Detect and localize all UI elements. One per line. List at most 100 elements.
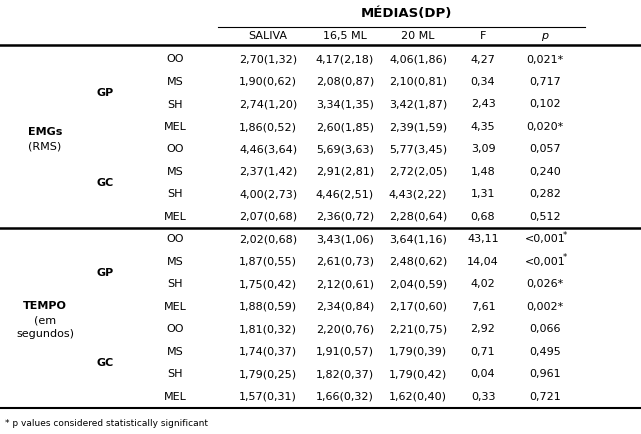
Text: 7,61: 7,61 (470, 301, 495, 311)
Text: 0,71: 0,71 (470, 346, 495, 356)
Text: 0,34: 0,34 (470, 77, 495, 87)
Text: 2,70(1,32): 2,70(1,32) (239, 54, 297, 64)
Text: MS: MS (167, 77, 183, 87)
Text: 1,81(0,32): 1,81(0,32) (239, 324, 297, 334)
Text: 4,43(2,22): 4,43(2,22) (389, 189, 447, 199)
Text: 4,02: 4,02 (470, 279, 495, 289)
Text: 0,026*: 0,026* (526, 279, 563, 289)
Text: 1,66(0,32): 1,66(0,32) (316, 391, 374, 401)
Text: 1,79(0,42): 1,79(0,42) (389, 368, 447, 378)
Text: 3,09: 3,09 (470, 144, 495, 154)
Text: SH: SH (167, 279, 183, 289)
Text: 5,69(3,63): 5,69(3,63) (316, 144, 374, 154)
Text: 2,10(0,81): 2,10(0,81) (389, 77, 447, 87)
Text: 3,43(1,06): 3,43(1,06) (316, 234, 374, 244)
Text: 0,04: 0,04 (470, 368, 495, 378)
Text: *: * (563, 230, 567, 240)
Text: 4,35: 4,35 (470, 122, 495, 132)
Text: 1,57(0,31): 1,57(0,31) (239, 391, 297, 401)
Text: EMGs: EMGs (28, 127, 62, 137)
Text: 2,28(0,64): 2,28(0,64) (389, 211, 447, 221)
Text: 1,90(0,62): 1,90(0,62) (239, 77, 297, 87)
Text: 0,282: 0,282 (529, 189, 561, 199)
Text: 0,102: 0,102 (529, 99, 561, 109)
Text: <0,001: <0,001 (524, 256, 565, 266)
Text: 2,60(1,85): 2,60(1,85) (316, 122, 374, 132)
Text: 0,066: 0,066 (529, 324, 561, 334)
Text: GC: GC (96, 358, 113, 368)
Text: 2,12(0,61): 2,12(0,61) (316, 279, 374, 289)
Text: (RMS): (RMS) (28, 141, 62, 151)
Text: (em: (em (34, 315, 56, 325)
Text: OO: OO (166, 234, 184, 244)
Text: 4,46(2,51): 4,46(2,51) (316, 189, 374, 199)
Text: 2,17(0,60): 2,17(0,60) (389, 301, 447, 311)
Text: SH: SH (167, 189, 183, 199)
Text: SH: SH (167, 99, 183, 109)
Text: 0,240: 0,240 (529, 167, 561, 177)
Text: segundos): segundos) (16, 329, 74, 339)
Text: SALIVA: SALIVA (249, 31, 288, 41)
Text: 0,68: 0,68 (470, 211, 495, 221)
Text: 3,34(1,35): 3,34(1,35) (316, 99, 374, 109)
Text: 0,020*: 0,020* (526, 122, 563, 132)
Text: 14,04: 14,04 (467, 256, 499, 266)
Text: GP: GP (96, 88, 113, 98)
Text: 1,31: 1,31 (470, 189, 495, 199)
Text: 2,92: 2,92 (470, 324, 495, 334)
Text: GP: GP (96, 268, 113, 278)
Text: MEL: MEL (163, 122, 187, 132)
Text: <0,001: <0,001 (524, 234, 565, 244)
Text: p: p (542, 31, 549, 41)
Text: 1,88(0,59): 1,88(0,59) (239, 301, 297, 311)
Text: 2,48(0,62): 2,48(0,62) (389, 256, 447, 266)
Text: 2,36(0,72): 2,36(0,72) (316, 211, 374, 221)
Text: OO: OO (166, 54, 184, 64)
Text: 3,42(1,87): 3,42(1,87) (389, 99, 447, 109)
Text: 1,87(0,55): 1,87(0,55) (239, 256, 297, 266)
Text: MEL: MEL (163, 301, 187, 311)
Text: 2,39(1,59): 2,39(1,59) (389, 122, 447, 132)
Text: 1,79(0,25): 1,79(0,25) (239, 368, 297, 378)
Text: MEL: MEL (163, 391, 187, 401)
Text: 1,91(0,57): 1,91(0,57) (316, 346, 374, 356)
Text: 20 ML: 20 ML (401, 31, 435, 41)
Text: 0,057: 0,057 (529, 144, 561, 154)
Text: 4,06(1,86): 4,06(1,86) (389, 54, 447, 64)
Text: F: F (480, 31, 486, 41)
Text: MEL: MEL (163, 211, 187, 221)
Text: 2,34(0,84): 2,34(0,84) (316, 301, 374, 311)
Text: 2,07(0,68): 2,07(0,68) (239, 211, 297, 221)
Text: 0,961: 0,961 (529, 368, 561, 378)
Text: 0,721: 0,721 (529, 391, 561, 401)
Text: 2,04(0,59): 2,04(0,59) (389, 279, 447, 289)
Text: MS: MS (167, 167, 183, 177)
Text: 1,79(0,39): 1,79(0,39) (389, 346, 447, 356)
Text: * p values considered statistically significant: * p values considered statistically sign… (5, 418, 208, 427)
Text: 0,512: 0,512 (529, 211, 561, 221)
Text: 1,75(0,42): 1,75(0,42) (239, 279, 297, 289)
Text: 1,86(0,52): 1,86(0,52) (239, 122, 297, 132)
Text: 2,02(0,68): 2,02(0,68) (239, 234, 297, 244)
Text: TEMPO: TEMPO (23, 301, 67, 311)
Text: 1,74(0,37): 1,74(0,37) (239, 346, 297, 356)
Text: 2,08(0,87): 2,08(0,87) (316, 77, 374, 87)
Text: 0,717: 0,717 (529, 77, 561, 87)
Text: 2,91(2,81): 2,91(2,81) (316, 167, 374, 177)
Text: 5,77(3,45): 5,77(3,45) (389, 144, 447, 154)
Text: 4,00(2,73): 4,00(2,73) (239, 189, 297, 199)
Text: 2,72(2,05): 2,72(2,05) (389, 167, 447, 177)
Text: 1,62(0,40): 1,62(0,40) (389, 391, 447, 401)
Text: 3,64(1,16): 3,64(1,16) (389, 234, 447, 244)
Text: 4,27: 4,27 (470, 54, 495, 64)
Text: 4,46(3,64): 4,46(3,64) (239, 144, 297, 154)
Text: MS: MS (167, 346, 183, 356)
Text: MS: MS (167, 256, 183, 266)
Text: OO: OO (166, 324, 184, 334)
Text: 0,021*: 0,021* (526, 54, 563, 64)
Text: 43,11: 43,11 (467, 234, 499, 244)
Text: *: * (563, 253, 567, 262)
Text: 0,495: 0,495 (529, 346, 561, 356)
Text: 2,21(0,75): 2,21(0,75) (389, 324, 447, 334)
Text: 4,17(2,18): 4,17(2,18) (316, 54, 374, 64)
